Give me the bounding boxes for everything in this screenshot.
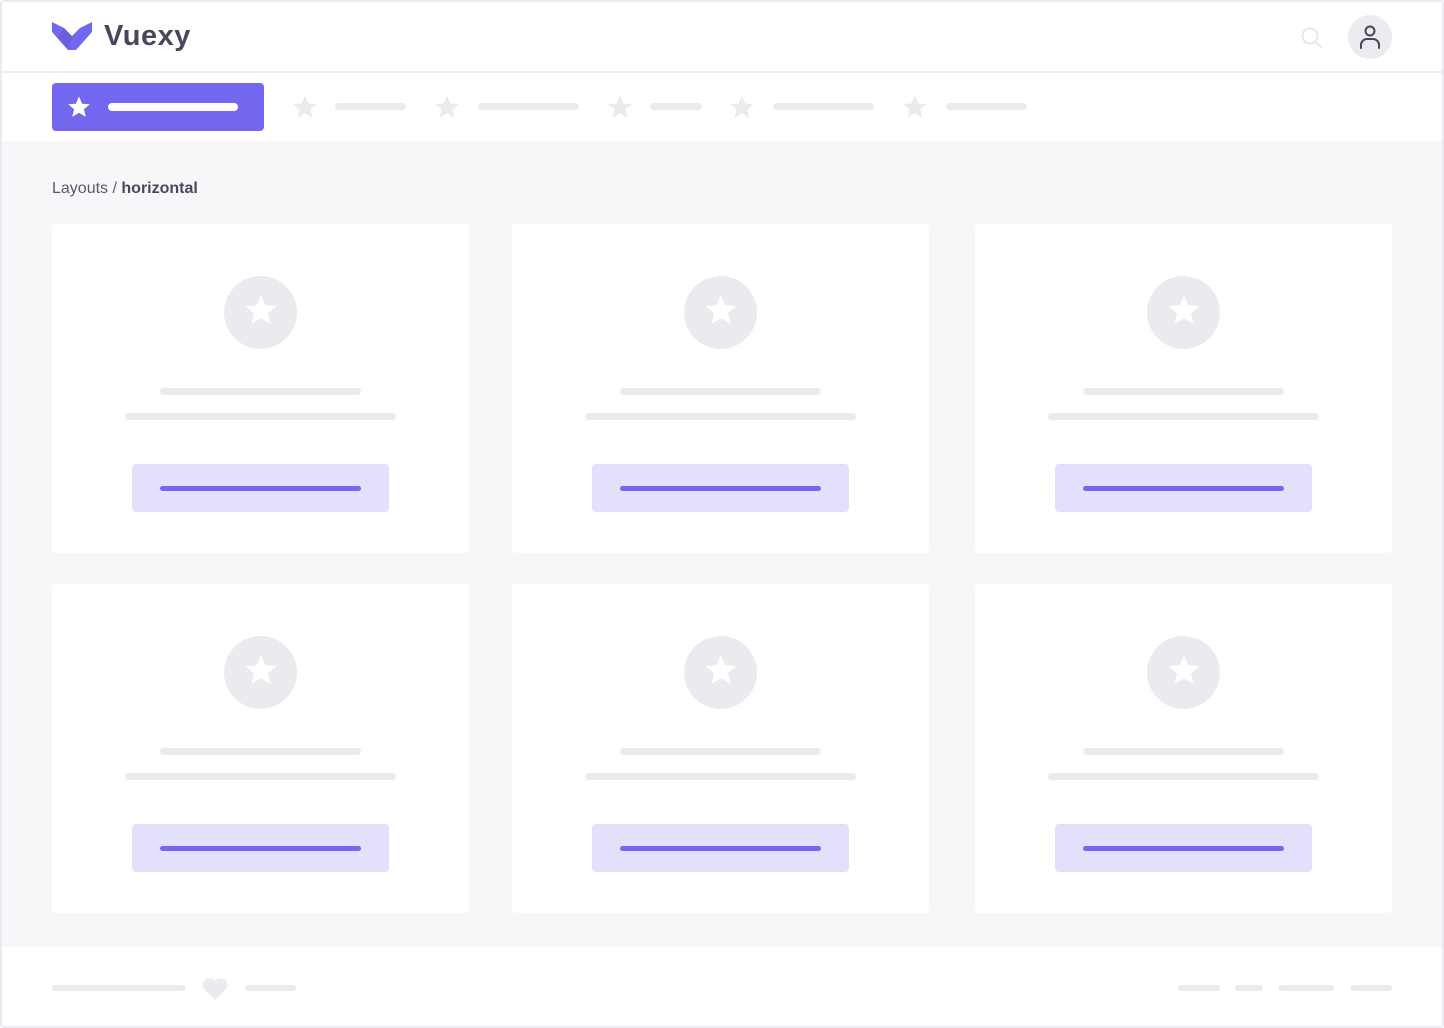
brand-name: Vuexy [104, 20, 191, 52]
nav-item-label-placeholder [946, 103, 1027, 110]
card-avatar [684, 636, 757, 709]
user-icon [1360, 25, 1380, 49]
heart-icon [201, 977, 229, 1006]
card-avatar [224, 636, 297, 709]
nav-item[interactable] [902, 90, 1027, 124]
card-button-label-placeholder [620, 846, 821, 851]
star-icon [244, 653, 278, 692]
card-button[interactable] [592, 824, 849, 872]
footer-link-placeholder[interactable] [1350, 985, 1392, 991]
card [975, 584, 1392, 913]
star-icon [902, 94, 928, 125]
avatar[interactable] [1348, 15, 1392, 59]
nav-item-label-placeholder [335, 103, 406, 110]
nav-item-label-placeholder [650, 103, 702, 110]
card-avatar [1147, 276, 1220, 349]
card-avatar [224, 276, 297, 349]
card-button[interactable] [132, 464, 389, 512]
card-button-label-placeholder [1083, 486, 1284, 491]
search-icon[interactable] [1301, 27, 1323, 49]
card [52, 224, 469, 553]
card-text-placeholder [1048, 413, 1319, 420]
card [975, 224, 1392, 553]
star-icon [434, 94, 460, 125]
header [2, 2, 1442, 73]
card-text-placeholder [585, 413, 856, 420]
footer-link-placeholder[interactable] [1278, 985, 1334, 991]
star-icon [729, 94, 755, 125]
star-icon [292, 94, 318, 125]
star-icon [1167, 653, 1201, 692]
star-icon [68, 96, 90, 117]
breadcrumb-parent[interactable]: Layouts [52, 180, 109, 197]
footer-link-placeholder[interactable] [1235, 985, 1263, 991]
nav-item-label-placeholder [478, 103, 579, 110]
nav-item-active[interactable] [52, 83, 264, 131]
card-text-placeholder [125, 413, 396, 420]
nav-item[interactable] [607, 90, 702, 124]
card-title-placeholder [1083, 388, 1284, 395]
card-text-placeholder [1048, 773, 1319, 780]
breadcrumb-separator: / [112, 180, 117, 197]
nav-item[interactable] [729, 90, 874, 124]
card-title-placeholder [620, 748, 821, 755]
card [512, 584, 929, 913]
star-icon [607, 94, 633, 125]
card-title-placeholder [1083, 748, 1284, 755]
nav-item-label-placeholder [108, 103, 238, 111]
card-button[interactable] [1055, 824, 1312, 872]
star-icon [244, 293, 278, 332]
nav-item[interactable] [434, 90, 579, 124]
breadcrumb-current: horizontal [121, 180, 198, 197]
card-avatar [684, 276, 757, 349]
star-icon [1167, 293, 1201, 332]
breadcrumb: Layouts / horizontal [52, 180, 198, 198]
star-icon [704, 653, 738, 692]
card-button-label-placeholder [1083, 846, 1284, 851]
star-icon [704, 293, 738, 332]
card-button[interactable] [592, 464, 849, 512]
card-title-placeholder [620, 388, 821, 395]
card [52, 584, 469, 913]
nav-item[interactable] [292, 90, 406, 124]
card-button[interactable] [1055, 464, 1312, 512]
vuexy-logo-icon [52, 22, 92, 50]
card-button-label-placeholder [160, 486, 361, 491]
card [512, 224, 929, 553]
card-title-placeholder [160, 388, 361, 395]
card-button-label-placeholder [620, 486, 821, 491]
footer-link-placeholder[interactable] [52, 985, 186, 991]
footer-link-placeholder[interactable] [1178, 985, 1220, 991]
footer-link-placeholder[interactable] [245, 985, 296, 991]
card-button-label-placeholder [160, 846, 361, 851]
card-text-placeholder [125, 773, 396, 780]
nav-item-label-placeholder [773, 103, 874, 110]
card-avatar [1147, 636, 1220, 709]
card-title-placeholder [160, 748, 361, 755]
card-button[interactable] [132, 824, 389, 872]
card-text-placeholder [585, 773, 856, 780]
